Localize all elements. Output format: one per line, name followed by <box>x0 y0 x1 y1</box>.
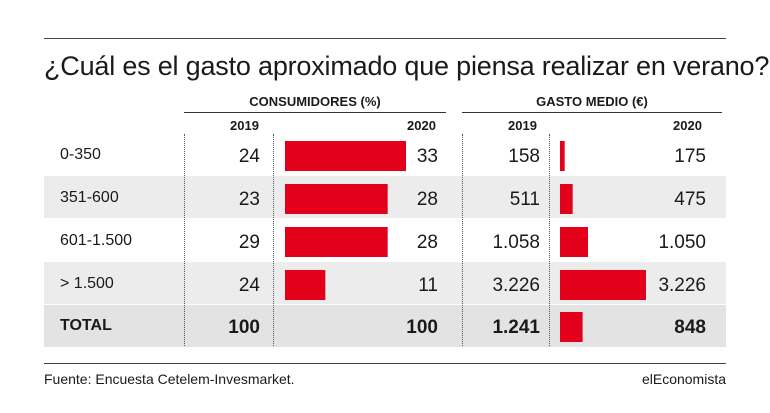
divider-label-col <box>184 134 185 346</box>
value-cons-2019: 24 <box>238 275 260 296</box>
divider-groups <box>462 134 463 346</box>
bar-gasto-2020-1 <box>560 184 573 214</box>
divider-gasto-mid <box>549 134 550 346</box>
brand-name: elEconomista <box>641 371 726 387</box>
value-gasto-2020: 1.050 <box>658 232 706 253</box>
bottom-rule <box>44 363 726 364</box>
value-gasto-2019: 511 <box>509 189 540 210</box>
header-consumidores: CONSUMIDORES (%) <box>249 94 381 109</box>
divider-consumidores-mid <box>273 134 274 346</box>
value-gasto-2019: 158 <box>508 146 540 167</box>
header-consumidores-rule <box>184 112 446 113</box>
row-label-0-350: 0-350 <box>60 146 101 163</box>
value-cons-2020-total: 100 <box>406 317 438 338</box>
gasto-2019-header: 2019 <box>508 118 537 133</box>
bar-gasto-2020-3 <box>560 270 646 300</box>
header-gasto-rule <box>462 112 722 113</box>
value-cons-2019: 24 <box>238 146 260 167</box>
value-gasto-2019: 3.226 <box>492 275 540 296</box>
value-gasto-2019-total: 1.241 <box>492 317 540 338</box>
row-label-601-1500: 601-1.500 <box>60 232 133 249</box>
value-cons-2019: 23 <box>238 189 260 210</box>
bar-consumidores-2020-1 <box>285 184 388 214</box>
value-gasto-2020-total: 848 <box>674 317 706 338</box>
value-gasto-2019: 1.058 <box>492 232 540 253</box>
bar-consumidores-2020-2 <box>285 227 388 257</box>
gasto-2020-header: 2020 <box>673 118 702 133</box>
row-label-total: TOTAL <box>60 317 112 334</box>
value-cons-2020: 28 <box>416 232 438 253</box>
value-cons-2019: 29 <box>238 232 260 253</box>
value-cons-2019-total: 100 <box>228 317 260 338</box>
consumidores-2020-header: 2020 <box>407 118 436 133</box>
top-rule <box>44 38 726 39</box>
header-gasto-medio: GASTO MEDIO (€) <box>536 94 648 109</box>
row-label-over-1500: > 1.500 <box>60 275 114 292</box>
value-cons-2020: 33 <box>416 146 438 167</box>
bar-gasto-2020-2 <box>560 227 588 257</box>
source-note: Fuente: Encuesta Cetelem-Invesmarket. <box>44 371 295 387</box>
value-gasto-2020: 3.226 <box>658 275 706 296</box>
bar-consumidores-2020-3 <box>285 270 326 300</box>
value-cons-2020: 28 <box>416 189 438 210</box>
value-cons-2020: 11 <box>418 275 438 296</box>
row-label-351-600: 351-600 <box>60 189 119 206</box>
bar-consumidores-2020-0 <box>285 141 406 171</box>
consumidores-2019-header: 2019 <box>230 118 259 133</box>
value-gasto-2020: 175 <box>674 146 706 167</box>
bar-gasto-2020-4 <box>560 312 583 342</box>
chart-title: ¿Cuál es el gasto aproximado que piensa … <box>44 51 770 81</box>
value-gasto-2020: 475 <box>674 189 706 210</box>
row-band-total <box>44 305 726 347</box>
bar-gasto-2020-0 <box>560 141 565 171</box>
